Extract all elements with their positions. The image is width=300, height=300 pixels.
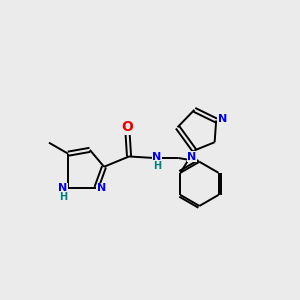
Text: N: N [188,152,197,162]
Text: H: H [59,192,67,202]
Text: O: O [122,120,134,134]
Text: N: N [97,183,106,193]
Text: H: H [153,161,161,171]
Text: N: N [152,152,161,162]
Text: N: N [58,183,68,193]
Text: N: N [218,114,227,124]
